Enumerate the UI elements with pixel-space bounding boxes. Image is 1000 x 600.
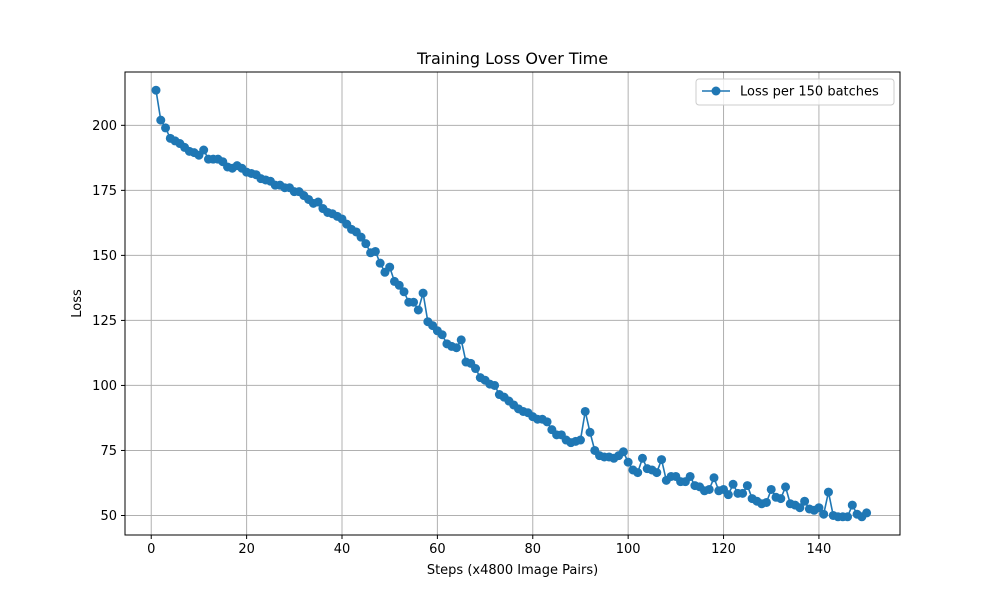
grid-lines — [125, 72, 900, 535]
y-tick-label: 175 — [92, 184, 117, 199]
data-point — [862, 508, 872, 518]
data-point — [151, 85, 161, 95]
legend-label: Loss per 150 batches — [740, 85, 879, 100]
x-tick-label: 40 — [334, 542, 351, 557]
x-tick-label: 140 — [807, 542, 832, 557]
data-point — [409, 297, 419, 307]
x-tick-label: 80 — [524, 542, 541, 557]
legend-box — [695, 78, 895, 106]
y-tick-label: 200 — [92, 119, 117, 134]
y-tick-label: 50 — [100, 509, 117, 524]
data-point — [800, 496, 810, 506]
data-point — [580, 406, 590, 416]
data-point — [843, 512, 853, 522]
series-loss — [151, 85, 872, 522]
x-tick-label: 60 — [429, 542, 446, 557]
data-point — [618, 447, 628, 457]
x-tick-label: 20 — [238, 542, 255, 557]
data-point — [356, 232, 366, 242]
data-point — [375, 258, 385, 268]
data-point — [795, 503, 805, 513]
data-point — [451, 343, 461, 353]
data-point — [652, 468, 662, 478]
data-point — [456, 335, 466, 345]
data-point — [490, 380, 500, 390]
data-point — [623, 457, 633, 467]
legend-marker-swatch — [711, 86, 721, 96]
data-point — [657, 455, 667, 465]
data-point — [766, 484, 776, 494]
data-point — [633, 468, 643, 478]
data-point — [814, 503, 824, 513]
data-point — [738, 488, 748, 498]
chart-title: Training Loss Over Time — [416, 49, 608, 68]
data-point — [585, 427, 595, 437]
y-tick-label: 75 — [100, 444, 117, 459]
x-tick-label: 0 — [147, 542, 155, 557]
x-axis-title: Steps (x4800 Image Pairs) — [427, 563, 598, 578]
x-tick-label: 100 — [616, 542, 641, 557]
data-point — [575, 435, 585, 445]
y-tick-label: 125 — [92, 314, 117, 329]
data-point — [161, 123, 171, 133]
y-tick-label: 150 — [92, 249, 117, 264]
y-axis-ticks: 50 75 100 125 150 175 200 — [92, 119, 125, 524]
data-point — [471, 364, 481, 374]
data-point — [418, 288, 428, 298]
data-point — [385, 262, 395, 272]
data-point — [847, 500, 857, 510]
y-tick-label: 100 — [92, 379, 117, 394]
x-axis-ticks: 0 20 40 60 80 100 120 140 — [147, 535, 831, 557]
data-point — [723, 490, 733, 500]
data-point — [823, 487, 833, 497]
data-point — [781, 482, 791, 492]
plot-frame — [124, 71, 901, 536]
data-point — [199, 145, 209, 155]
plot-area — [125, 72, 900, 535]
data-point — [776, 494, 786, 504]
data-point — [361, 239, 371, 249]
data-point — [637, 453, 647, 463]
data-point — [394, 280, 404, 290]
data-point — [156, 115, 166, 125]
data-point — [413, 305, 423, 315]
data-point — [313, 197, 323, 207]
data-point — [761, 497, 771, 507]
data-point — [728, 479, 738, 489]
data-point — [704, 484, 714, 494]
data-point — [742, 481, 752, 491]
data-point — [370, 246, 380, 256]
data-point — [709, 473, 719, 483]
data-point — [542, 417, 552, 427]
data-point — [819, 509, 829, 519]
data-point — [399, 287, 409, 297]
data-point — [437, 330, 447, 340]
y-axis-title: Loss — [70, 289, 85, 318]
x-tick-label: 120 — [711, 542, 736, 557]
data-point — [685, 471, 695, 481]
legend: Loss per 150 batches — [695, 78, 895, 106]
